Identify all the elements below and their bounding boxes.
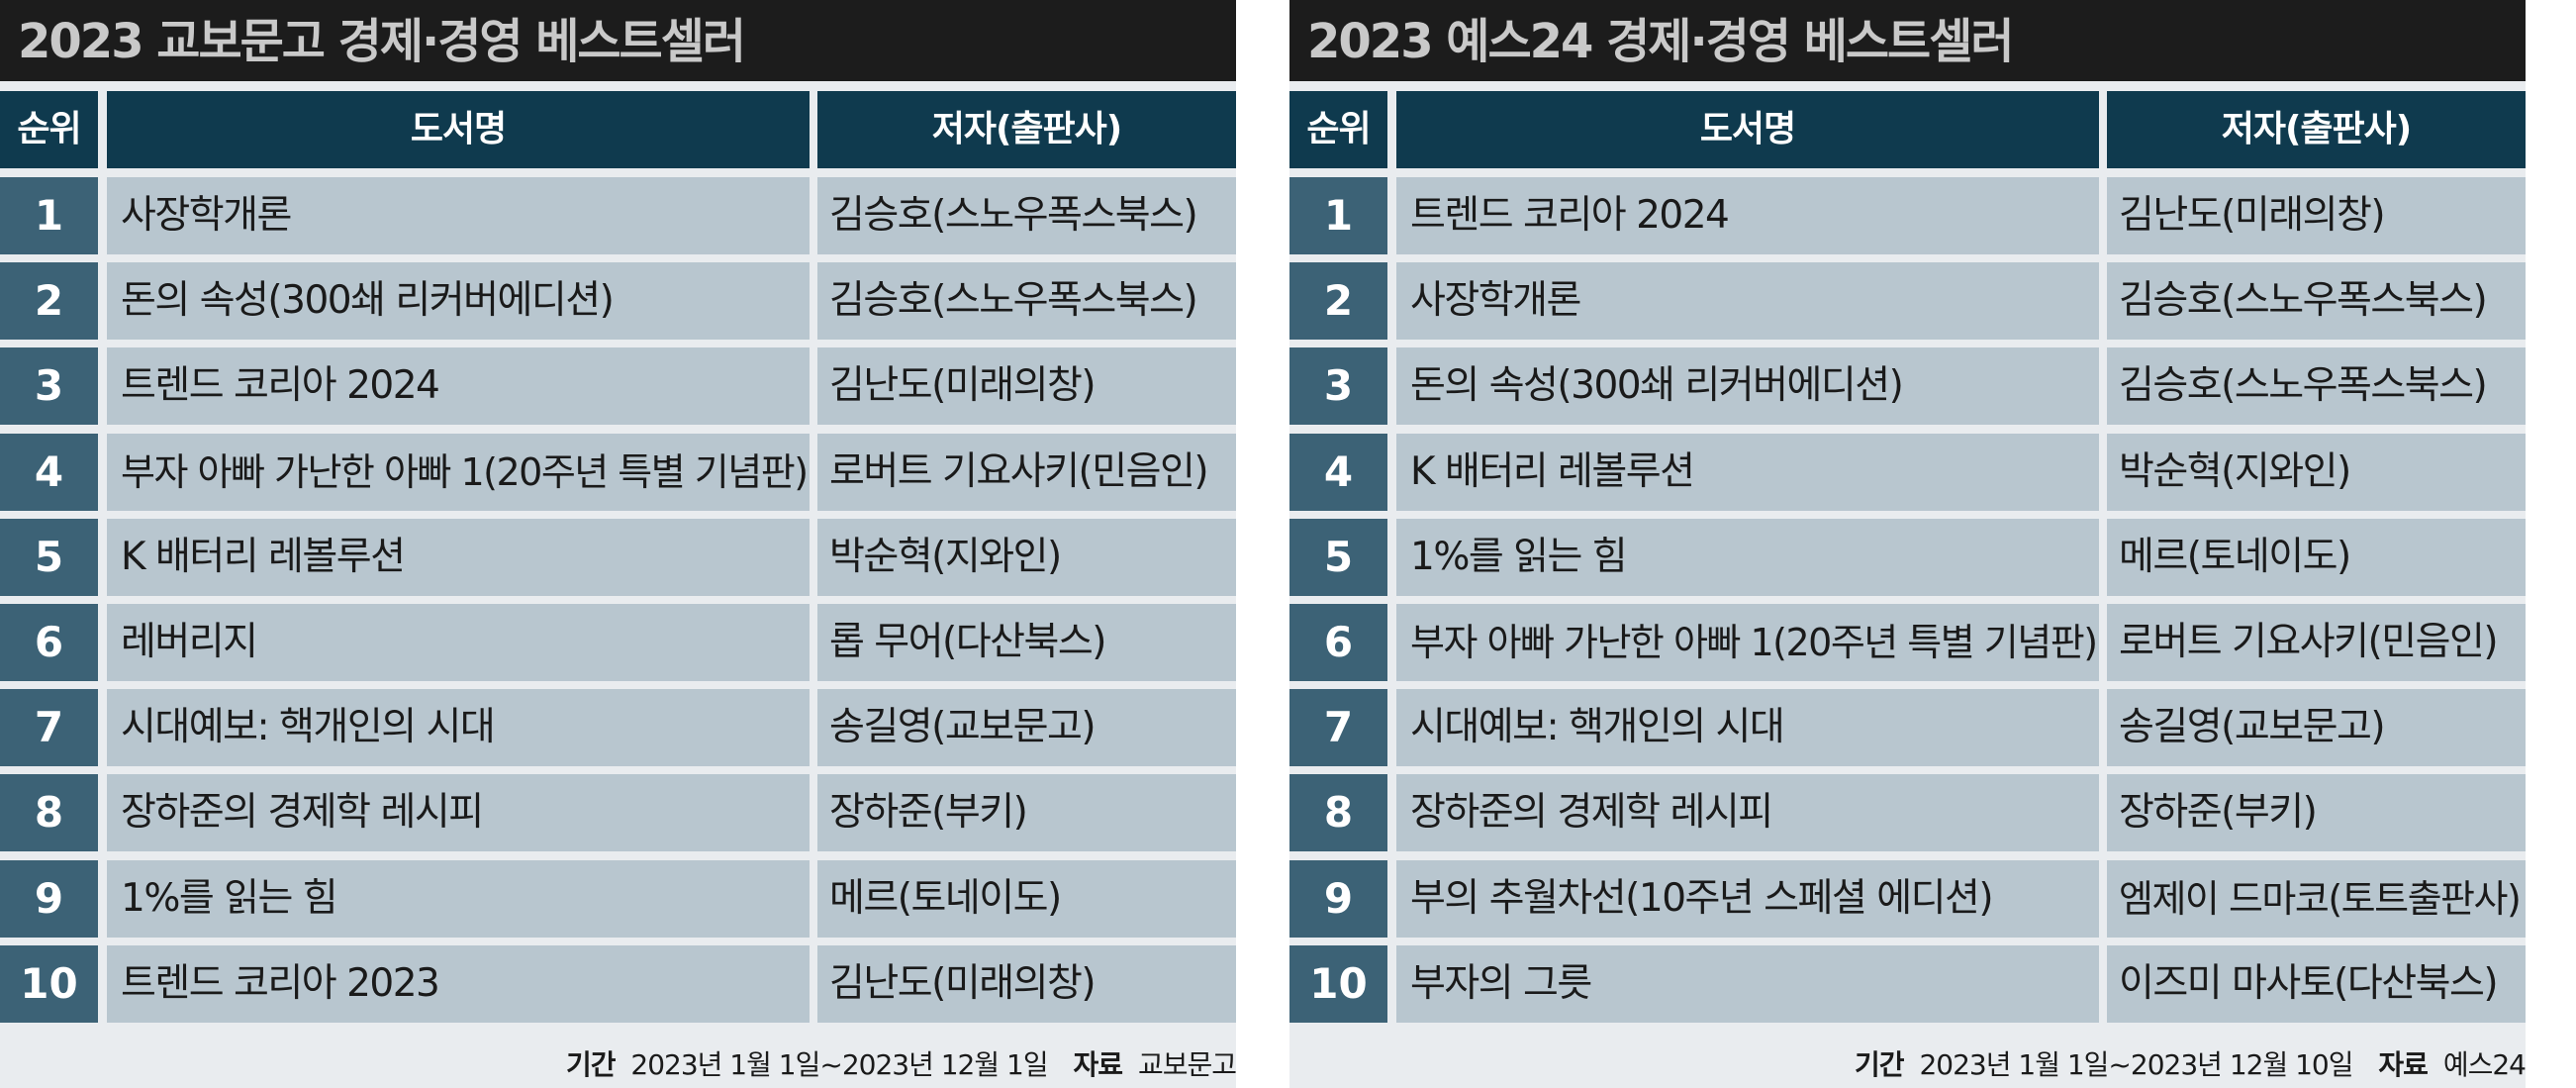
book-title-cell: 부의 추월차선(10주년 스페셜 에디션) bbox=[1396, 860, 2099, 938]
book-title-cell: 사장학개론 bbox=[107, 177, 810, 254]
author-cell: 김난도(미래의창) bbox=[817, 945, 1236, 1023]
rank-cell: 5 bbox=[0, 519, 98, 596]
author-cell: 김난도(미래의창) bbox=[2107, 177, 2526, 254]
author-cell: 박순혁(지와인) bbox=[817, 519, 1236, 596]
header-author: 저자(출판사) bbox=[817, 91, 1236, 168]
source-value: 예스24 bbox=[2442, 1048, 2527, 1081]
author-cell: 메르(토네이도) bbox=[817, 860, 1236, 938]
author-cell: 김승호(스노우폭스북스) bbox=[2107, 347, 2526, 425]
panel-title: 2023 예스24 경제·경영 베스트셀러 bbox=[1289, 0, 2526, 81]
period-label: 기간 bbox=[565, 1048, 617, 1081]
book-title-cell: 시대예보: 핵개인의 시대 bbox=[107, 689, 810, 766]
rank-cell: 2 bbox=[1289, 262, 1387, 340]
source-label: 자료 bbox=[1073, 1048, 1124, 1081]
rank-cell: 10 bbox=[1289, 945, 1387, 1023]
rank-cell: 3 bbox=[1289, 347, 1387, 425]
author-cell: 장하준(부키) bbox=[2107, 774, 2526, 851]
author-cell: 송길영(교보문고) bbox=[2107, 689, 2526, 766]
author-cell: 메르(토네이도) bbox=[2107, 519, 2526, 596]
author-cell: 김승호(스노우폭스북스) bbox=[2107, 262, 2526, 340]
book-title-cell: 시대예보: 핵개인의 시대 bbox=[1396, 689, 2099, 766]
rank-cell: 10 bbox=[0, 945, 98, 1023]
author-cell: 김승호(스노우폭스북스) bbox=[817, 262, 1236, 340]
period-value: 2023년 1월 1일~2023년 12월 1일 bbox=[630, 1048, 1048, 1081]
author-cell: 이즈미 마사토(다산북스) bbox=[2107, 945, 2526, 1023]
kyobo-bestseller-panel: 2023 교보문고 경제·경영 베스트셀러 순위 도서명 저자(출판사) 기간 … bbox=[0, 0, 1237, 1088]
period-value: 2023년 1월 1일~2023년 12월 10일 bbox=[1919, 1048, 2353, 1081]
author-cell: 김난도(미래의창) bbox=[817, 347, 1236, 425]
panel-title: 2023 교보문고 경제·경영 베스트셀러 bbox=[0, 0, 1236, 81]
book-title-cell: 부자 아빠 가난한 아빠 1(20주년 특별 기념판) bbox=[1396, 604, 2099, 681]
book-title-cell: 트렌드 코리아 2024 bbox=[1396, 177, 2099, 254]
book-title-cell: 장하준의 경제학 레시피 bbox=[107, 774, 810, 851]
header-book-title: 도서명 bbox=[1396, 91, 2099, 168]
book-title-cell: 사장학개론 bbox=[1396, 262, 2099, 340]
book-title-cell: 트렌드 코리아 2023 bbox=[107, 945, 810, 1023]
author-cell: 로버트 기요사키(민음인) bbox=[817, 434, 1236, 511]
rank-cell: 1 bbox=[1289, 177, 1387, 254]
header-author: 저자(출판사) bbox=[2107, 91, 2526, 168]
book-title-cell: 부자 아빠 가난한 아빠 1(20주년 특별 기념판) bbox=[107, 434, 810, 511]
book-title-cell: 부자의 그릇 bbox=[1396, 945, 2099, 1023]
author-cell: 송길영(교보문고) bbox=[817, 689, 1236, 766]
period-label: 기간 bbox=[1855, 1048, 1905, 1081]
author-cell: 장하준(부키) bbox=[817, 774, 1236, 851]
rank-cell: 6 bbox=[1289, 604, 1387, 681]
source-label: 자료 bbox=[2378, 1048, 2429, 1081]
rank-cell: 5 bbox=[1289, 519, 1387, 596]
author-cell: 김승호(스노우폭스북스) bbox=[817, 177, 1236, 254]
table-footer: 기간 2023년 1월 1일~2023년 12월 1일 자료 교보문고 bbox=[565, 1045, 1237, 1085]
rank-cell: 7 bbox=[1289, 689, 1387, 766]
book-title-cell: 트렌드 코리아 2024 bbox=[107, 347, 810, 425]
rank-cell: 2 bbox=[0, 262, 98, 340]
header-rank: 순위 bbox=[0, 91, 98, 168]
table-footer: 기간 2023년 1월 1일~2023년 12월 10일 자료 예스24 bbox=[1855, 1045, 2527, 1085]
author-cell: 엠제이 드마코(토트출판사) bbox=[2107, 860, 2526, 938]
rank-cell: 4 bbox=[1289, 434, 1387, 511]
rank-cell: 6 bbox=[0, 604, 98, 681]
rank-cell: 4 bbox=[0, 434, 98, 511]
header-book-title: 도서명 bbox=[107, 91, 810, 168]
book-title-cell: K 배터리 레볼루션 bbox=[1396, 434, 2099, 511]
book-title-cell: 장하준의 경제학 레시피 bbox=[1396, 774, 2099, 851]
rank-cell: 7 bbox=[0, 689, 98, 766]
rank-cell: 8 bbox=[1289, 774, 1387, 851]
book-title-cell: 1%를 읽는 힘 bbox=[1396, 519, 2099, 596]
author-cell: 로버트 기요사키(민음인) bbox=[2107, 604, 2526, 681]
rank-cell: 8 bbox=[0, 774, 98, 851]
book-title-cell: 돈의 속성(300쇄 리커버에디션) bbox=[1396, 347, 2099, 425]
author-cell: 박순혁(지와인) bbox=[2107, 434, 2526, 511]
rank-cell: 1 bbox=[0, 177, 98, 254]
book-title-cell: K 배터리 레볼루션 bbox=[107, 519, 810, 596]
header-rank: 순위 bbox=[1289, 91, 1387, 168]
yes24-bestseller-panel: 2023 예스24 경제·경영 베스트셀러 순위 도서명 저자(출판사) 기간 … bbox=[1289, 0, 2527, 1088]
source-value: 교보문고 bbox=[1137, 1048, 1237, 1081]
rank-cell: 3 bbox=[0, 347, 98, 425]
author-cell: 롭 무어(다산북스) bbox=[817, 604, 1236, 681]
book-title-cell: 1%를 읽는 힘 bbox=[107, 860, 810, 938]
rank-cell: 9 bbox=[0, 860, 98, 938]
book-title-cell: 돈의 속성(300쇄 리커버에디션) bbox=[107, 262, 810, 340]
rank-cell: 9 bbox=[1289, 860, 1387, 938]
book-title-cell: 레버리지 bbox=[107, 604, 810, 681]
